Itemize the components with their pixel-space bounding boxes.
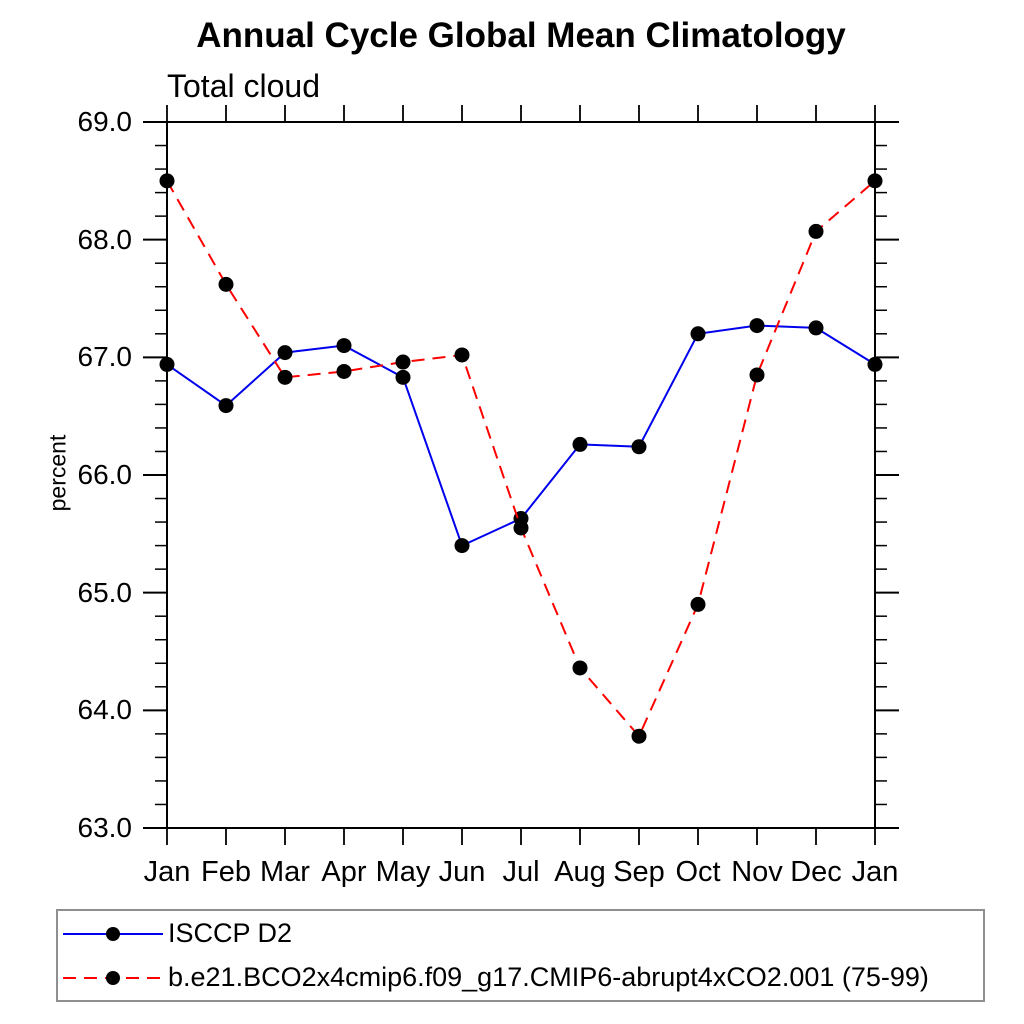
data-point-marker bbox=[218, 398, 234, 414]
legend-label: ISCCP D2 bbox=[168, 918, 293, 948]
legend-entry-isccp: ISCCP D2 bbox=[58, 912, 983, 956]
data-point-marker bbox=[690, 596, 706, 612]
x-axis-label: Oct bbox=[675, 856, 721, 888]
y-axis-tick-label: 68.0 bbox=[77, 223, 133, 255]
data-point-marker bbox=[808, 320, 824, 336]
y-axis-tick-label: 64.0 bbox=[77, 694, 133, 726]
legend-marker-dot-icon bbox=[106, 926, 120, 941]
series-line-1 bbox=[166, 180, 876, 739]
x-axis-label: Mar bbox=[260, 856, 310, 888]
data-point-marker bbox=[336, 338, 352, 354]
x-axis-label: Jan bbox=[143, 856, 191, 888]
data-point-marker bbox=[867, 356, 883, 372]
y-axis-tick-label: 69.0 bbox=[77, 106, 133, 137]
x-axis-label: Jan bbox=[851, 856, 899, 888]
x-axis-label: Aug bbox=[554, 856, 606, 888]
y-axis-tick-label: 66.0 bbox=[77, 459, 133, 490]
x-axis-label: May bbox=[375, 856, 431, 888]
data-point-marker bbox=[454, 538, 470, 554]
data-point-marker bbox=[690, 326, 706, 342]
x-axis-label: Nov bbox=[731, 856, 783, 888]
data-point-marker bbox=[631, 728, 647, 744]
data-point-marker bbox=[218, 276, 234, 292]
data-point-marker bbox=[277, 345, 293, 361]
y-axis-tick-label: 67.0 bbox=[77, 341, 133, 373]
chart-title: Annual Cycle Global Mean Climatology bbox=[196, 16, 846, 55]
data-point-marker bbox=[336, 363, 352, 379]
data-point-marker bbox=[395, 369, 411, 385]
data-point-marker bbox=[395, 354, 411, 370]
data-point-marker bbox=[572, 660, 588, 676]
data-point-marker bbox=[749, 367, 765, 383]
data-point-marker bbox=[808, 223, 824, 239]
data-point-marker bbox=[277, 369, 293, 385]
y-axis-tick-label: 65.0 bbox=[77, 576, 133, 608]
chart-subtitle: Total cloud bbox=[167, 68, 320, 104]
x-axis-label: Sep bbox=[613, 856, 665, 888]
legend-box: ISCCP D2 b.e21.BCO2x4cmip6.f09_g17.CMIP6… bbox=[56, 909, 985, 1002]
x-axis-label: Jun bbox=[438, 856, 486, 888]
legend-line-sample-solid bbox=[63, 926, 163, 941]
data-point-marker bbox=[867, 173, 883, 189]
plot-frame bbox=[166, 121, 876, 829]
x-axis-label: Feb bbox=[201, 856, 251, 888]
data-point-marker bbox=[749, 318, 765, 334]
data-point-marker bbox=[631, 439, 647, 455]
x-axis-label: Dec bbox=[790, 856, 842, 888]
x-axis-label: Apr bbox=[321, 856, 367, 888]
legend-label: b.e21.BCO2x4cmip6.f09_g17.CMIP6-abrupt4x… bbox=[168, 962, 929, 992]
x-axis-label: Jul bbox=[502, 856, 540, 888]
data-point-marker bbox=[454, 347, 470, 363]
data-point-marker bbox=[513, 520, 529, 536]
legend-entry-model: b.e21.BCO2x4cmip6.f09_g17.CMIP6-abrupt4x… bbox=[58, 956, 983, 1000]
legend-marker-dot-icon bbox=[106, 970, 120, 985]
y-axis-tick-label: 63.0 bbox=[77, 812, 133, 843]
legend-line-sample-dashed bbox=[63, 970, 163, 985]
data-point-marker bbox=[159, 173, 175, 189]
data-point-marker bbox=[159, 356, 175, 372]
data-point-marker bbox=[572, 436, 588, 452]
